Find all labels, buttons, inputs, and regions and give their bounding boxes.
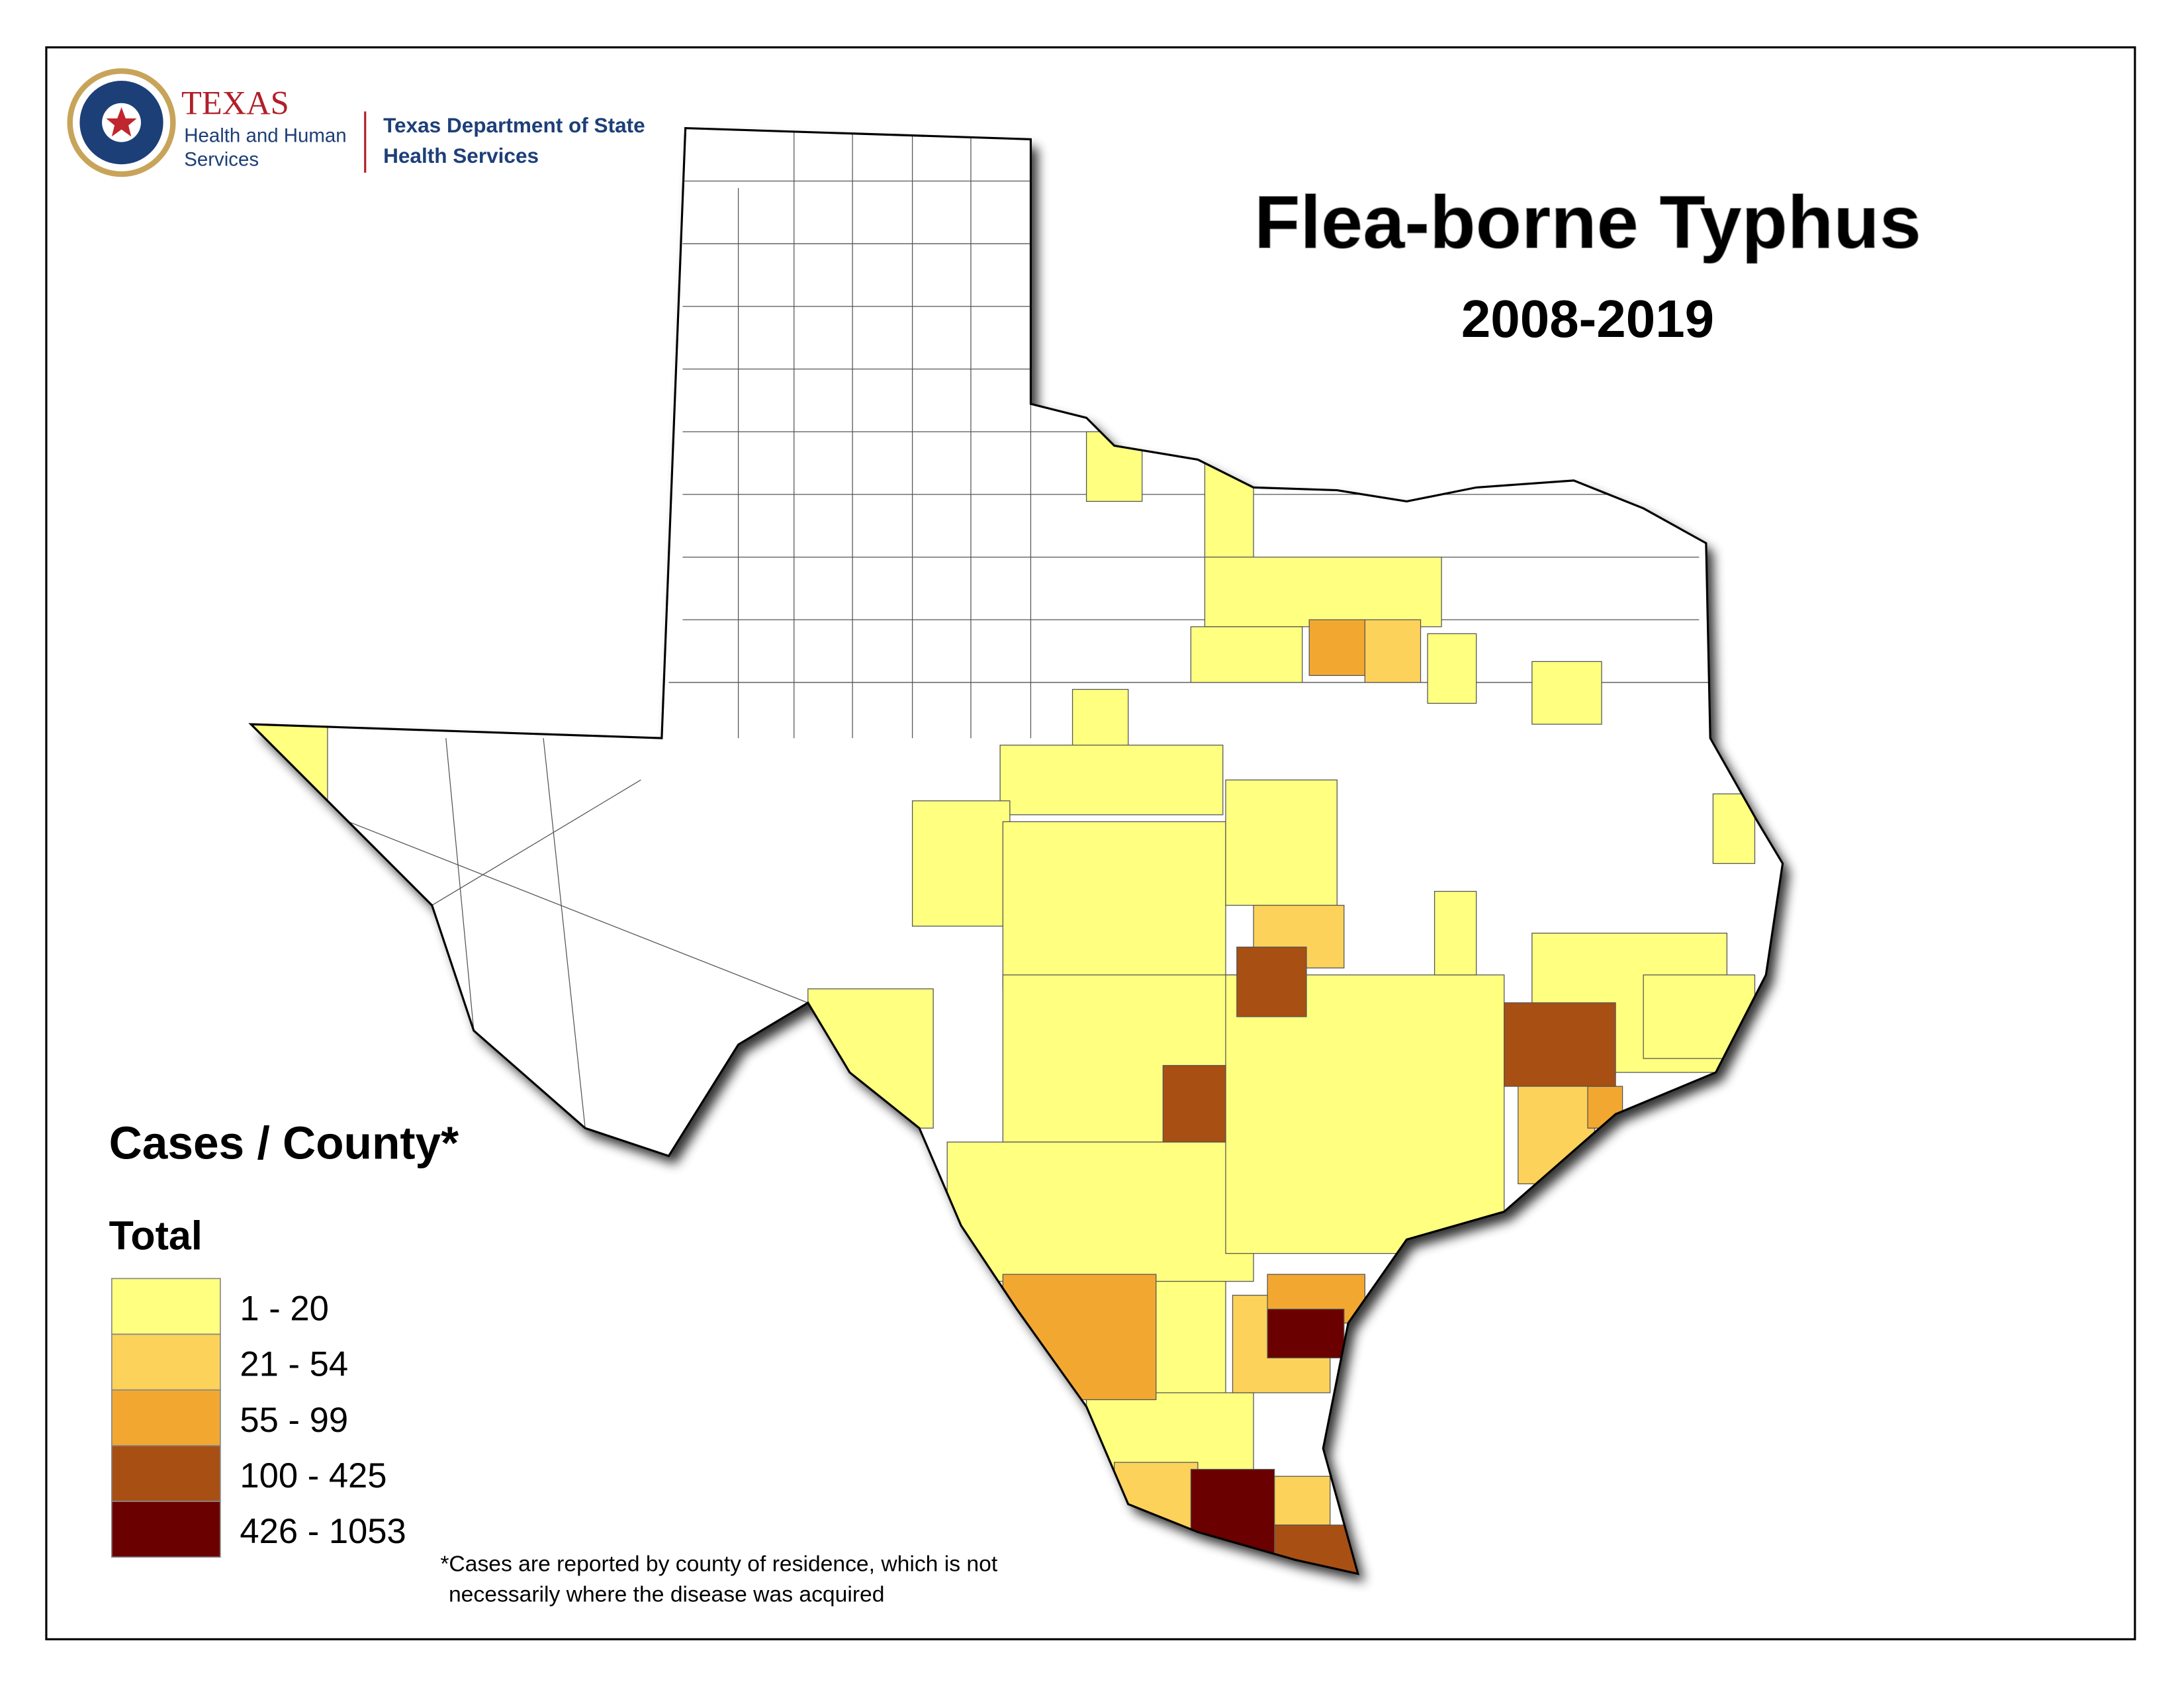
footnote: necessarily where the disease was acquir…: [449, 1583, 885, 1607]
county: [1273, 1476, 1331, 1526]
county: [1204, 556, 1442, 628]
county: [1225, 974, 1505, 1254]
legend-label: 1 - 20: [240, 1289, 328, 1329]
county: [911, 800, 1011, 927]
legend-label: 100 - 425: [240, 1456, 387, 1495]
legend-subtitle: Total: [109, 1213, 203, 1258]
department: Texas Department of State: [383, 113, 645, 137]
legend-swatch: [111, 1389, 221, 1446]
county: [1002, 821, 1226, 990]
county-class: [251, 431, 1756, 1532]
logo-name: TEXAS: [181, 85, 289, 122]
county: [1162, 1064, 1226, 1143]
footnote: *Cases are reported by county of residen…: [440, 1552, 997, 1576]
legend-label: 426 - 1053: [240, 1512, 406, 1551]
logo-sub: Services: [184, 148, 259, 170]
legend-swatch: [111, 1333, 221, 1391]
legend-title: Cases / County*: [109, 1117, 459, 1168]
logo-sub: Health and Human: [184, 125, 346, 147]
county: [1267, 1309, 1345, 1358]
county-class: [1162, 947, 1616, 1574]
county: [1225, 779, 1338, 906]
county: [1364, 619, 1422, 683]
legend-swatch: [111, 1501, 221, 1558]
logo: [67, 68, 367, 177]
county: [1190, 626, 1303, 683]
county: [1433, 890, 1477, 976]
county: [1504, 1002, 1616, 1087]
county: [1236, 947, 1307, 1017]
map-subtitle: 2008-2019: [1461, 289, 1714, 348]
legend-swatch: [111, 1278, 221, 1335]
county: [999, 744, 1224, 816]
counties: [251, 132, 1756, 1574]
legend-label: 21 - 54: [240, 1345, 348, 1384]
county: [946, 1141, 1254, 1282]
county: [1308, 619, 1366, 677]
county: [1427, 633, 1477, 704]
county: [1531, 661, 1602, 725]
department: Health Services: [383, 144, 539, 167]
legend-label: 55 - 99: [240, 1401, 348, 1440]
map-title: Flea-borne Typhus: [1254, 181, 1921, 265]
legend-swatch: [111, 1445, 221, 1502]
county: [1071, 688, 1129, 746]
legend: 1 - 20 21 - 54 55 - 99 100 - 425 426 - 1053: [111, 1278, 406, 1558]
